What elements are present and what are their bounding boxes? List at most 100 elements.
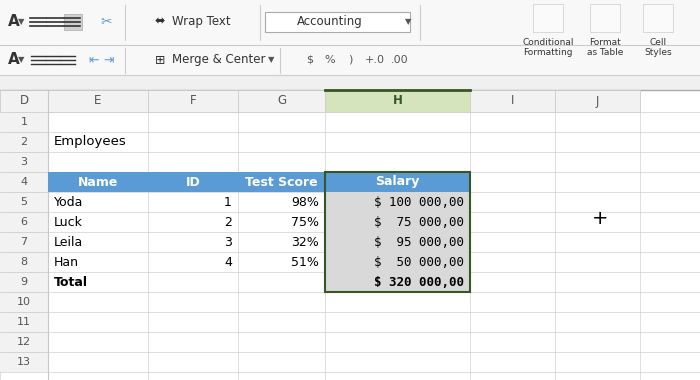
- Text: 2: 2: [20, 137, 27, 147]
- Bar: [325, 172, 470, 292]
- Text: 1: 1: [224, 195, 232, 209]
- Text: $ 100 000,00: $ 100 000,00: [374, 195, 464, 209]
- Text: A: A: [8, 14, 20, 30]
- Text: Test Score: Test Score: [245, 176, 318, 188]
- Bar: [0, 152, 48, 172]
- Text: Name: Name: [78, 176, 118, 188]
- Text: 8: 8: [20, 257, 27, 267]
- Text: 3: 3: [20, 157, 27, 167]
- Text: D: D: [20, 95, 29, 108]
- Bar: [0, 45, 700, 75]
- Bar: [0, 132, 48, 152]
- Text: ⇤: ⇤: [88, 54, 99, 66]
- Text: Conditional
Formatting: Conditional Formatting: [522, 38, 574, 57]
- Bar: [0, 90, 700, 380]
- Text: 98%: 98%: [291, 195, 319, 209]
- Bar: [0, 75, 700, 90]
- Text: H: H: [393, 95, 402, 108]
- Text: 2: 2: [224, 215, 232, 228]
- Text: 51%: 51%: [291, 255, 319, 269]
- Bar: [265, 12, 410, 32]
- Text: ⇥: ⇥: [103, 54, 113, 66]
- Text: ▼: ▼: [18, 55, 25, 65]
- Text: $  75 000,00: $ 75 000,00: [374, 215, 464, 228]
- Bar: [325, 252, 470, 272]
- Text: 11: 11: [17, 317, 31, 327]
- Text: 5: 5: [20, 197, 27, 207]
- Bar: [0, 252, 48, 272]
- Bar: [643, 4, 673, 32]
- Bar: [48, 90, 148, 112]
- Text: Wrap Text: Wrap Text: [172, 16, 230, 28]
- Text: $ 320 000,00: $ 320 000,00: [374, 276, 464, 288]
- Text: 6: 6: [20, 217, 27, 227]
- Bar: [0, 0, 700, 45]
- Text: .00: .00: [391, 55, 409, 65]
- Text: Employees: Employees: [54, 136, 127, 149]
- Text: 7: 7: [20, 237, 27, 247]
- Text: 10: 10: [17, 297, 31, 307]
- Bar: [555, 90, 640, 112]
- Bar: [590, 4, 620, 32]
- Text: 1: 1: [20, 117, 27, 127]
- Text: 3: 3: [224, 236, 232, 249]
- Text: 4: 4: [20, 177, 27, 187]
- Text: ▼: ▼: [268, 55, 274, 65]
- Text: $: $: [307, 55, 314, 65]
- Bar: [325, 212, 470, 232]
- Text: Yoda: Yoda: [54, 195, 83, 209]
- Text: ): ): [348, 55, 352, 65]
- Bar: [0, 312, 48, 332]
- Text: Accounting: Accounting: [297, 16, 363, 28]
- Text: 4: 4: [224, 255, 232, 269]
- Bar: [0, 90, 48, 112]
- Text: 75%: 75%: [291, 215, 319, 228]
- Text: Merge & Center: Merge & Center: [172, 54, 265, 66]
- Text: Total: Total: [54, 276, 88, 288]
- Bar: [148, 90, 238, 112]
- Text: 13: 13: [17, 357, 31, 367]
- Text: ▼: ▼: [18, 17, 25, 27]
- Bar: [470, 90, 555, 112]
- Text: Han: Han: [54, 255, 79, 269]
- Text: 12: 12: [17, 337, 31, 347]
- Text: I: I: [511, 95, 514, 108]
- Bar: [0, 272, 48, 292]
- Bar: [0, 332, 48, 352]
- Text: E: E: [94, 95, 101, 108]
- Bar: [0, 232, 48, 252]
- Text: G: G: [277, 95, 286, 108]
- Bar: [0, 192, 48, 212]
- Bar: [325, 232, 470, 252]
- Text: ⊞: ⊞: [155, 54, 165, 66]
- Text: $  50 000,00: $ 50 000,00: [374, 255, 464, 269]
- Text: %: %: [325, 55, 335, 65]
- Bar: [0, 352, 48, 372]
- Text: ID: ID: [186, 176, 200, 188]
- Bar: [48, 172, 470, 192]
- Text: $  95 000,00: $ 95 000,00: [374, 236, 464, 249]
- Text: Salary: Salary: [375, 176, 420, 188]
- Bar: [325, 90, 470, 112]
- Text: Cell
Styles: Cell Styles: [644, 38, 672, 57]
- Text: ✂: ✂: [100, 15, 111, 29]
- Text: Luck: Luck: [54, 215, 83, 228]
- Bar: [0, 112, 48, 132]
- Bar: [0, 172, 48, 192]
- Text: F: F: [190, 95, 196, 108]
- Bar: [325, 272, 470, 292]
- Text: +.0: +.0: [365, 55, 385, 65]
- Text: ⬌: ⬌: [155, 16, 165, 28]
- Text: J: J: [596, 95, 599, 108]
- Text: A: A: [8, 52, 20, 68]
- Text: Leila: Leila: [54, 236, 83, 249]
- Text: +: +: [592, 209, 608, 228]
- Bar: [238, 90, 325, 112]
- Bar: [533, 4, 563, 32]
- Bar: [0, 212, 48, 232]
- Bar: [64, 14, 82, 30]
- Bar: [0, 292, 48, 312]
- Text: 9: 9: [20, 277, 27, 287]
- Text: Format
as Table: Format as Table: [587, 38, 623, 57]
- Text: ▼: ▼: [405, 17, 412, 27]
